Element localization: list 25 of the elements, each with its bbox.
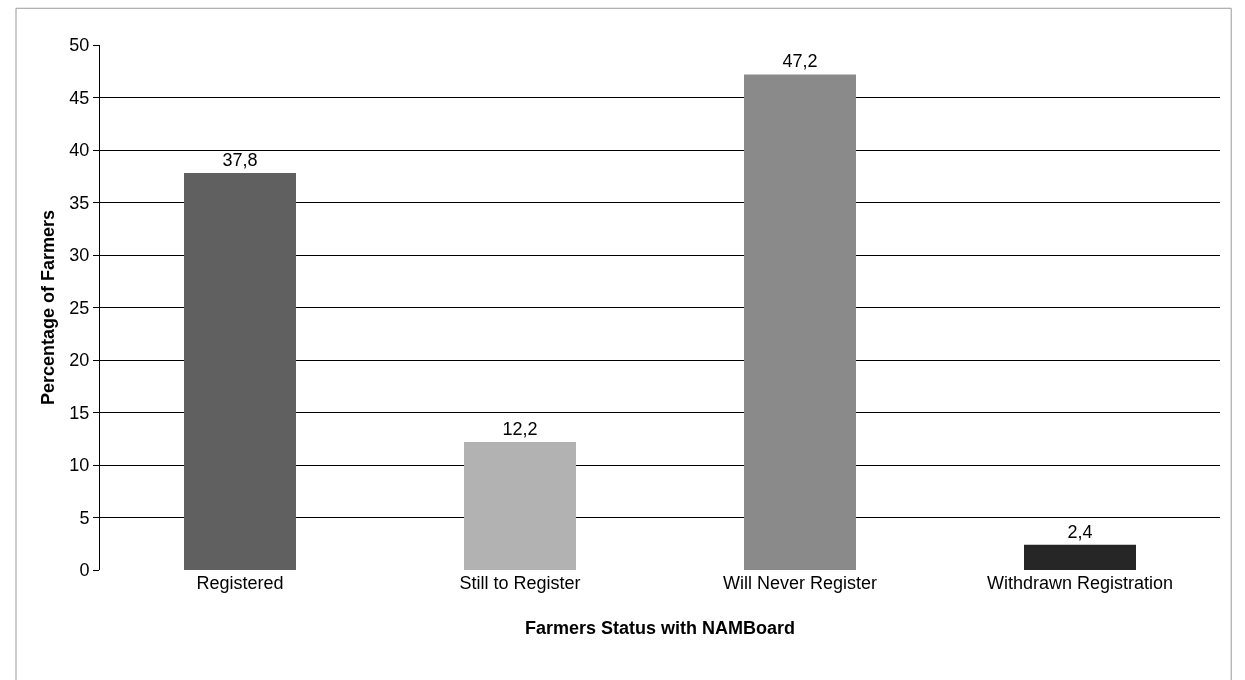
bar: [184, 173, 296, 570]
x-tick-label: Registered: [196, 573, 284, 593]
data-label: 2,4: [1067, 521, 1093, 542]
data-label: 12,2: [502, 418, 538, 439]
y-tick-label: 50: [69, 35, 90, 56]
x-axis-title: Farmers Status with NAMBoard: [524, 618, 796, 638]
x-tick-label: Will Never Register: [722, 573, 878, 593]
y-tick-label: 35: [69, 192, 90, 213]
bar: [464, 441, 576, 570]
bar: [1024, 544, 1136, 570]
y-tick-label: 20: [69, 350, 90, 371]
x-tick-label: Still to Register: [459, 573, 581, 593]
bar: [744, 74, 856, 570]
y-tick-label: 0: [79, 560, 90, 581]
y-tick-label: 5: [79, 507, 90, 528]
x-tick-label: Withdrawn Registration: [986, 573, 1174, 593]
y-tick-label: 25: [69, 297, 90, 318]
y-tick-label: 15: [69, 402, 90, 423]
data-label: 37,8: [222, 150, 258, 171]
y-tick-label: 40: [69, 140, 90, 161]
y-axis-title: Percentage of Farmers: [38, 209, 58, 406]
y-tick-label: 10: [69, 455, 90, 476]
y-tick-label: 30: [69, 245, 90, 266]
y-tick-label: 45: [69, 87, 90, 108]
data-label: 47,2: [782, 51, 818, 72]
